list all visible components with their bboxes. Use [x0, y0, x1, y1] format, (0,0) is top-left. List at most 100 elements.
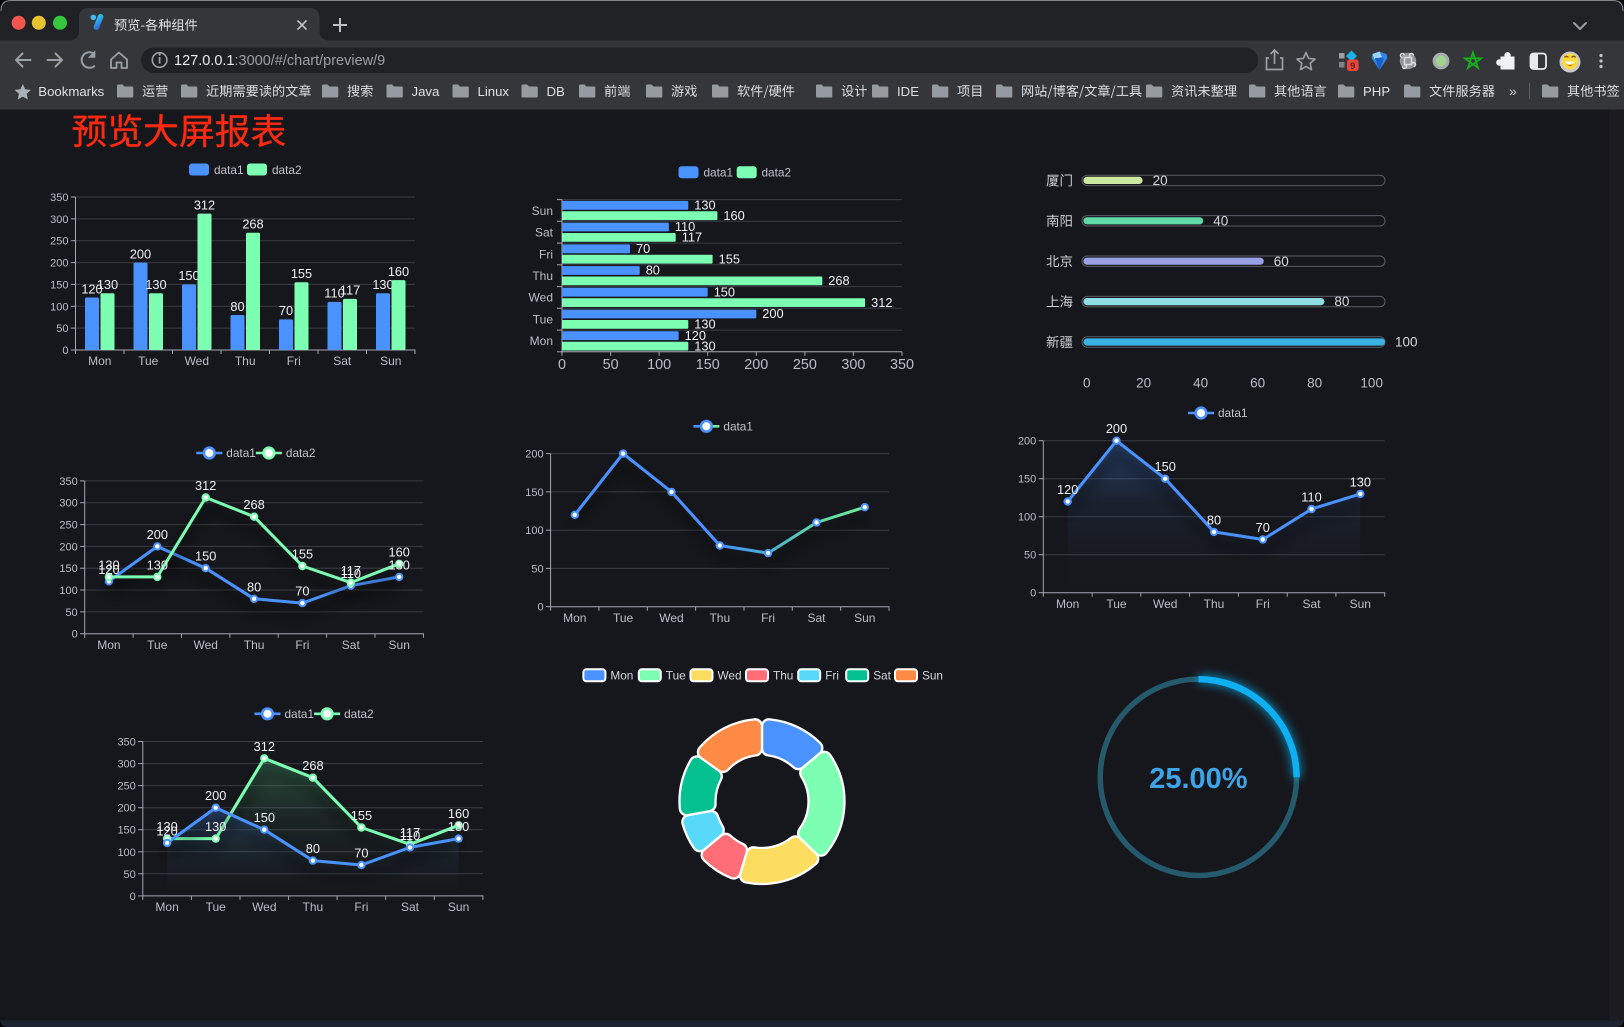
svg-text:Sat: Sat: [873, 669, 891, 683]
svg-text:300: 300: [59, 498, 77, 510]
svg-text:data1: data1: [285, 707, 315, 721]
svg-text:Mon: Mon: [97, 638, 120, 652]
svg-text:150: 150: [254, 810, 275, 825]
svg-text:100: 100: [1018, 512, 1036, 524]
svg-text:Mon: Mon: [610, 669, 633, 683]
svg-text:117: 117: [682, 230, 702, 245]
svg-text:70: 70: [354, 846, 368, 861]
svg-text:160: 160: [448, 806, 469, 821]
svg-text:150: 150: [525, 487, 543, 499]
svg-text:data1: data1: [704, 166, 734, 180]
svg-text:127.0.0.1:3000/#/chart/preview: 127.0.0.1:3000/#/chart/preview/9: [174, 53, 385, 69]
svg-text:155: 155: [351, 808, 372, 823]
svg-text:200: 200: [205, 788, 226, 803]
svg-text:312: 312: [254, 739, 275, 754]
svg-text:20: 20: [1136, 376, 1151, 391]
svg-text:Bookmarks: Bookmarks: [38, 84, 104, 99]
svg-text:Wed: Wed: [529, 291, 553, 305]
svg-text:data2: data2: [344, 707, 374, 721]
svg-text:DB: DB: [547, 84, 566, 99]
svg-text:Sat: Sat: [1302, 597, 1321, 611]
svg-text:40: 40: [1213, 213, 1228, 228]
svg-text:117: 117: [341, 563, 361, 578]
svg-text:Fri: Fri: [287, 354, 301, 368]
svg-text:40: 40: [1193, 376, 1208, 391]
svg-text:150: 150: [696, 357, 720, 373]
svg-text:100: 100: [59, 585, 77, 597]
svg-text:150: 150: [714, 284, 735, 299]
svg-text:Tue: Tue: [533, 313, 554, 327]
svg-text:80: 80: [230, 299, 244, 314]
svg-text:130: 130: [156, 819, 177, 834]
svg-text:200: 200: [130, 246, 151, 261]
svg-text:100: 100: [525, 525, 543, 537]
svg-text:Sun: Sun: [1350, 597, 1371, 611]
svg-text:80: 80: [1207, 512, 1221, 527]
svg-text:80: 80: [247, 579, 261, 594]
svg-text:160: 160: [723, 208, 744, 223]
svg-text:50: 50: [124, 869, 136, 881]
svg-text:Fri: Fri: [825, 669, 839, 683]
svg-text:200: 200: [1106, 421, 1127, 436]
svg-text:312: 312: [195, 478, 216, 493]
svg-text:Thu: Thu: [1204, 597, 1225, 611]
svg-text:data2: data2: [272, 163, 302, 177]
svg-text:130: 130: [389, 557, 410, 572]
svg-text:Sun: Sun: [854, 611, 875, 625]
svg-text:350: 350: [59, 476, 77, 488]
svg-text:data1: data1: [723, 420, 753, 434]
svg-text:100: 100: [117, 847, 135, 859]
svg-text:150: 150: [50, 279, 68, 291]
svg-text:160: 160: [389, 544, 410, 559]
svg-text:Linux: Linux: [478, 84, 510, 99]
svg-text:120: 120: [685, 328, 706, 343]
svg-text:Thu: Thu: [235, 354, 256, 368]
svg-text:Wed: Wed: [193, 638, 217, 652]
svg-text:70: 70: [1256, 520, 1270, 535]
svg-text:110: 110: [341, 566, 361, 581]
svg-text:117: 117: [340, 283, 360, 298]
svg-text:70: 70: [295, 584, 309, 599]
svg-text:130: 130: [372, 277, 393, 292]
svg-text:50: 50: [603, 357, 619, 373]
svg-text:250: 250: [117, 781, 135, 793]
svg-text:Sun: Sun: [532, 204, 553, 218]
svg-text:350: 350: [50, 192, 68, 204]
svg-text:120: 120: [98, 562, 119, 577]
svg-text:80: 80: [1307, 376, 1322, 391]
svg-text:Wed: Wed: [659, 611, 683, 625]
svg-text:120: 120: [1057, 482, 1078, 497]
svg-text:80: 80: [1334, 294, 1349, 309]
svg-text:155: 155: [719, 251, 740, 266]
svg-text:Mon: Mon: [88, 354, 111, 368]
svg-text:60: 60: [1274, 254, 1289, 269]
svg-text:25.00%: 25.00%: [1149, 763, 1248, 795]
svg-text:Wed: Wed: [1153, 597, 1177, 611]
svg-text:100: 100: [1360, 376, 1383, 391]
svg-text:200: 200: [525, 449, 543, 461]
svg-text:150: 150: [195, 549, 216, 564]
svg-text:Fri: Fri: [1256, 597, 1270, 611]
svg-text:Mon: Mon: [530, 334, 553, 348]
svg-text:100: 100: [647, 357, 671, 373]
svg-text:70: 70: [636, 241, 650, 256]
svg-text:Thu: Thu: [773, 669, 793, 683]
svg-text:70: 70: [279, 303, 293, 318]
svg-text:Sat: Sat: [401, 900, 420, 914]
svg-text:50: 50: [65, 607, 77, 619]
svg-text:110: 110: [1301, 490, 1321, 505]
svg-text:Thu: Thu: [532, 269, 553, 283]
svg-text:0: 0: [537, 602, 543, 614]
svg-text:250: 250: [793, 357, 817, 373]
svg-text:130: 130: [694, 338, 715, 353]
svg-text:200: 200: [59, 541, 77, 553]
svg-text:100: 100: [50, 301, 68, 313]
svg-text:Tue: Tue: [613, 611, 634, 625]
svg-text:100: 100: [1395, 335, 1418, 350]
svg-text:110: 110: [400, 828, 420, 843]
svg-text:9: 9: [1350, 61, 1355, 72]
svg-text:»: »: [1509, 83, 1517, 99]
svg-text:Fri: Fri: [295, 638, 309, 652]
svg-text:data1: data1: [1218, 406, 1248, 420]
svg-text:Tue: Tue: [138, 354, 159, 368]
